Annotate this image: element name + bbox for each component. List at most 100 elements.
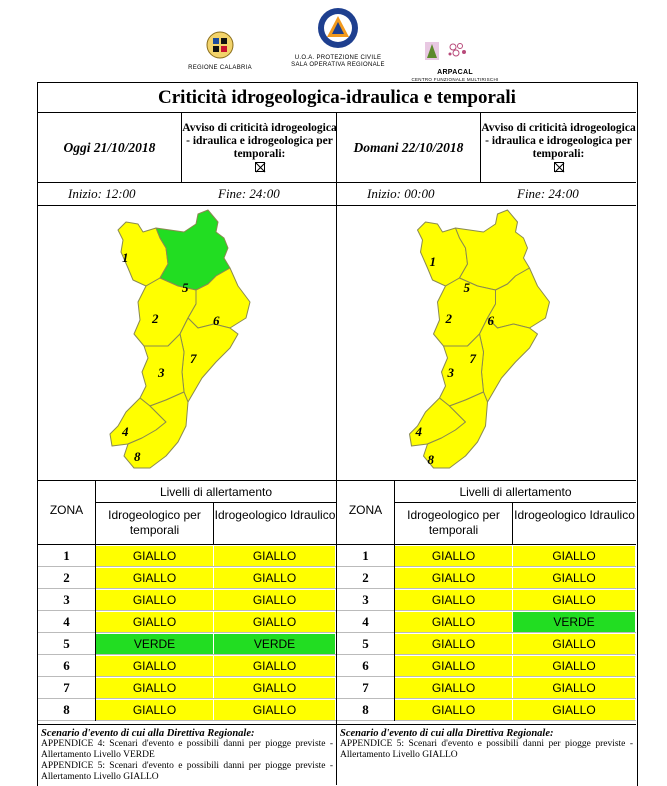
level-idro-temporali: GIALLO	[395, 546, 512, 566]
scenario-title: Scenario d'evento di cui alla Direttiva …	[340, 728, 554, 739]
arpacal-logo: ARPACAL CENTRO FUNZIONALE MULTIRISCHI	[405, 38, 505, 83]
alert-table: ZONA Livelli di allertamento Idrogeologi…	[38, 481, 336, 721]
level-idro-temporali: GIALLO	[395, 612, 512, 632]
scenario-line: APPENDICE 4: Scenari d'evento e possibil…	[41, 739, 333, 760]
zone-number: 2	[38, 567, 96, 589]
table-row: 8 GIALLO GIALLO	[337, 699, 636, 721]
avviso-box: Avviso di criticità idrogeologica - idra…	[181, 113, 337, 183]
level-idro-idraulico: GIALLO	[513, 634, 635, 654]
table-row: 7 GIALLO GIALLO	[38, 677, 336, 699]
level-idro-idraulico: GIALLO	[513, 546, 635, 566]
level-idro-temporali: GIALLO	[395, 678, 512, 698]
level-idro-idraulico: GIALLO	[214, 612, 335, 632]
level-idro-idraulico: GIALLO	[214, 590, 335, 610]
table-row: 8 GIALLO GIALLO	[38, 699, 336, 721]
table-row: 2 GIALLO GIALLO	[337, 567, 636, 589]
avviso-box: Avviso di criticità idrogeologica - idra…	[480, 113, 636, 183]
alert-table: ZONA Livelli di allertamento Idrogeologi…	[337, 481, 636, 721]
col1-header: Idrogeologico per temporali	[395, 503, 513, 545]
level-idro-idraulico: GIALLO	[214, 678, 335, 698]
bulletin-title: Criticità idrogeologica-idraulica e temp…	[38, 83, 636, 113]
time-range: Inizio: 12:00 Fine: 24:00	[38, 183, 336, 206]
level-idro-idraulico: GIALLO	[513, 700, 635, 720]
avviso-label: Avviso di criticità idrogeologica - idra…	[481, 122, 636, 160]
zone-number: 3	[38, 589, 96, 611]
table-row: 1 GIALLO GIALLO	[38, 545, 336, 567]
zone-number: 6	[337, 655, 395, 677]
scenario-box: Scenario d'evento di cui alla Direttiva …	[337, 724, 636, 761]
level-idro-idraulico: GIALLO	[214, 656, 335, 676]
level-idro-idraulico: GIALLO	[214, 700, 335, 720]
level-idro-idraulico: GIALLO	[214, 568, 335, 588]
zone-label-7: 7	[470, 351, 477, 366]
table-row: 1 GIALLO GIALLO	[337, 545, 636, 567]
regione-calabria-caption: REGIONE CALABRIA	[188, 65, 252, 71]
level-idro-temporali: GIALLO	[96, 700, 213, 720]
day-column-tomorrow: Domani 22/10/2018 Avviso di criticità id…	[337, 113, 636, 785]
zone-label-8: 8	[428, 452, 435, 467]
table-row: 5 GIALLO GIALLO	[337, 633, 636, 655]
table-row: 4 GIALLO GIALLO	[38, 611, 336, 633]
protezione-civile-logo: U.O.A. PROTEZIONE CIVILE SALA OPERATIVA …	[284, 6, 392, 69]
zone-label-7: 7	[190, 351, 197, 366]
zone-label-2: 2	[151, 311, 159, 326]
zona-header: ZONA	[38, 481, 96, 545]
pc-caption-1: U.O.A. PROTEZIONE CIVILE	[294, 55, 382, 61]
alert-table-header: ZONA Livelli di allertamento Idrogeologi…	[337, 481, 636, 545]
day-date: Oggi 21/10/2018	[63, 140, 156, 155]
level-idro-idraulico: GIALLO	[513, 568, 635, 588]
level-idro-temporali: GIALLO	[395, 568, 512, 588]
livelli-header: Livelli di allertamento	[395, 481, 636, 503]
zone-number: 5	[337, 633, 395, 655]
table-row: 3 GIALLO GIALLO	[337, 589, 636, 611]
table-row: 4 GIALLO VERDE	[337, 611, 636, 633]
col2-header: Idrogeologico Idraulico	[214, 508, 336, 522]
regione-calabria-logo: REGIONE CALABRIA	[180, 30, 260, 72]
zone-label-1: 1	[122, 250, 129, 265]
fine-time: Fine: 24:00	[218, 186, 280, 201]
level-idro-temporali: GIALLO	[96, 678, 213, 698]
zone-number: 4	[38, 611, 96, 633]
zona-header: ZONA	[337, 481, 395, 545]
zone-map: 1 2 3 4 5 6 7 8	[38, 206, 336, 481]
zone-map: 1 2 3 4 5 6 7 8	[337, 206, 636, 481]
table-row: 6 GIALLO GIALLO	[337, 655, 636, 677]
day-column-today: Oggi 21/10/2018 Avviso di criticità idro…	[38, 113, 337, 785]
table-row: 5 VERDE VERDE	[38, 633, 336, 655]
level-idro-idraulico: GIALLO	[513, 678, 635, 698]
zone-number: 7	[38, 677, 96, 699]
day-header: Domani 22/10/2018 Avviso di criticità id…	[337, 113, 636, 183]
level-idro-temporali: GIALLO	[395, 634, 512, 654]
header: REGIONE CALABRIA U.O.A. PROTEZIONE CIVIL…	[0, 0, 667, 83]
zone-8-shape	[123, 391, 189, 469]
avviso-checkbox-icon	[553, 162, 564, 172]
alert-table-header: ZONA Livelli di allertamento Idrogeologi…	[38, 481, 336, 545]
level-idro-idraulico: VERDE	[214, 634, 335, 654]
zone-label-4: 4	[121, 424, 129, 439]
level-idro-temporali: GIALLO	[395, 656, 512, 676]
regione-calabria-emblem-icon	[206, 31, 234, 59]
scenario-title: Scenario d'evento di cui alla Direttiva …	[41, 728, 255, 739]
zone-label-8: 8	[134, 449, 141, 464]
zone-number: 7	[337, 677, 395, 699]
zone-number: 4	[337, 611, 395, 633]
zone-label-5: 5	[464, 280, 471, 295]
level-idro-idraulico: VERDE	[513, 612, 635, 632]
level-idro-temporali: GIALLO	[96, 612, 213, 632]
scenario-line: APPENDICE 5: Scenari d'evento e possibil…	[41, 761, 333, 782]
table-row: 7 GIALLO GIALLO	[337, 677, 636, 699]
day-date: Domani 22/10/2018	[353, 140, 464, 155]
zone-number: 3	[337, 589, 395, 611]
zone-label-3: 3	[157, 365, 165, 380]
zone-7-shape	[479, 317, 538, 403]
alert-rows: 1 GIALLO GIALLO 2 GIALLO GIALLO 3 GIALLO GIALLO 4…	[337, 545, 636, 721]
zone-number: 2	[337, 567, 395, 589]
zone-label-6: 6	[213, 313, 220, 328]
level-idro-temporali: GIALLO	[96, 546, 213, 566]
zone-label-5: 5	[182, 280, 189, 295]
calabria-map: 1 2 3 4 5 6 7 8	[109, 209, 251, 469]
arpacal-caption: CENTRO FUNZIONALE MULTIRISCHI	[411, 77, 499, 82]
level-idro-idraulico: GIALLO	[513, 590, 635, 610]
scenario-line: APPENDICE 5: Scenari d'evento e possibil…	[340, 739, 633, 760]
avviso-label: Avviso di criticità idrogeologica - idra…	[182, 122, 337, 160]
